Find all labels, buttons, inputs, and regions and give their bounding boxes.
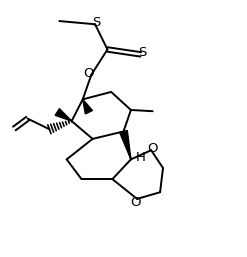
Text: S: S [92,16,101,29]
Text: O: O [130,196,141,209]
Polygon shape [120,131,131,159]
Polygon shape [83,99,92,114]
Text: H: H [136,151,146,164]
Text: S: S [139,46,147,59]
Text: O: O [83,67,94,80]
Text: O: O [147,142,158,155]
Polygon shape [55,109,72,121]
